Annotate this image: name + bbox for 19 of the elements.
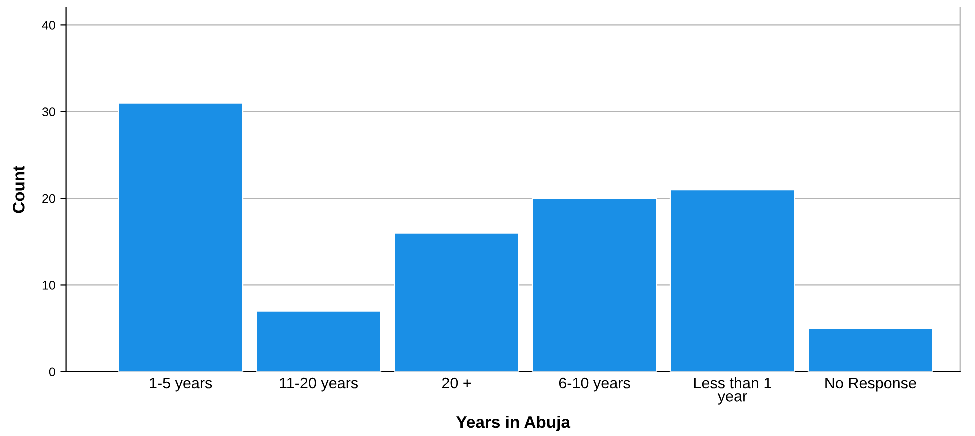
x-tick-label: No Response (826, 378, 916, 392)
y-axis-title: Count (12, 166, 25, 214)
x-tick-label: Less than 1 year (694, 377, 772, 405)
bar (394, 232, 520, 372)
y-tick-label: 20 (42, 194, 56, 204)
x-axis-title: Years in Abuja (456, 416, 571, 432)
x-tick-label: 11-20 years (280, 378, 358, 392)
bar (256, 310, 382, 372)
y-tick-label: 0 (49, 368, 56, 377)
bar (808, 328, 934, 372)
x-tick-label: 6-10 years (559, 378, 630, 392)
y-tick-label: 10 (42, 281, 56, 290)
bar (670, 189, 796, 372)
x-tick-label: 1-5 years (150, 378, 212, 392)
y-tick-label: 30 (42, 108, 56, 117)
y-tick-label: 40 (42, 20, 56, 30)
bar (532, 198, 658, 372)
x-tick-label: 20 + (442, 378, 472, 389)
bar (118, 102, 244, 372)
